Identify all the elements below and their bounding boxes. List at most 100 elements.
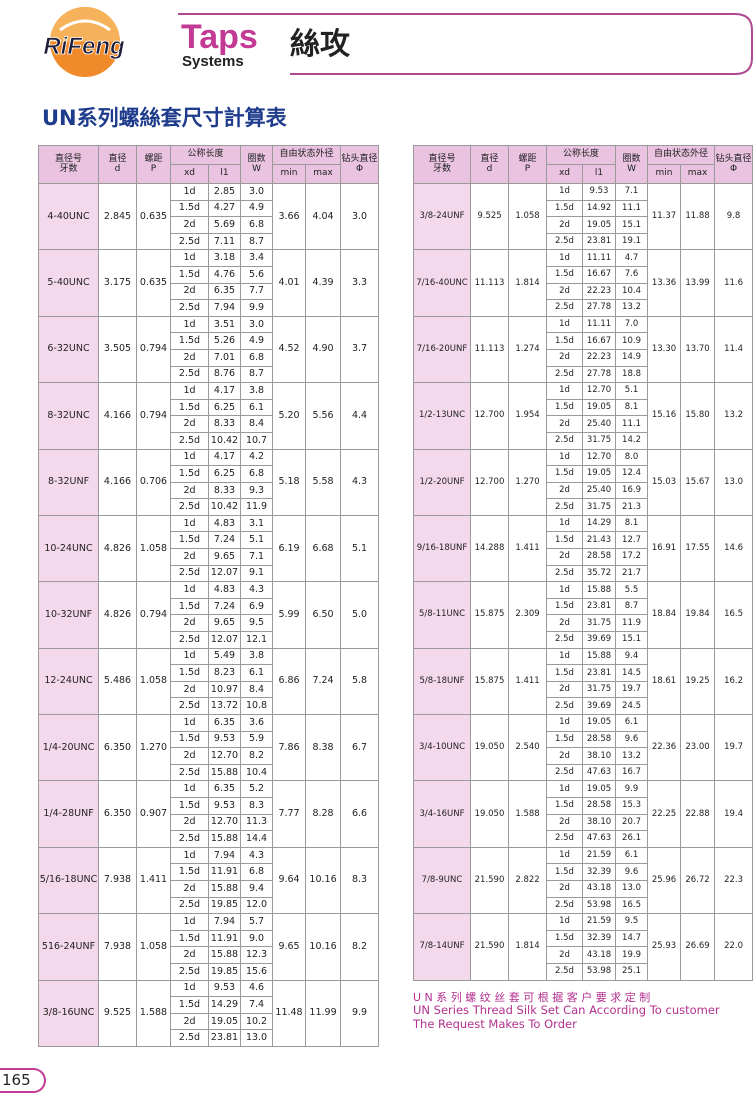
length-multiple: 2d xyxy=(170,348,209,367)
coils: 20.7 xyxy=(615,813,649,832)
pitch: 2.822 xyxy=(508,846,547,915)
length: 12.70 xyxy=(581,382,617,400)
pitch: 1.274 xyxy=(508,315,547,384)
od-min: 18.84 xyxy=(647,581,682,649)
length: 21.59 xyxy=(581,913,617,931)
length-multiple: 1.5d xyxy=(546,265,583,284)
length-multiple: 1.5d xyxy=(170,465,209,483)
data-row: 2.5d 8.76 8.7 xyxy=(39,365,379,384)
length-multiple: 1.5d xyxy=(170,664,209,682)
length-multiple: 2.5d xyxy=(546,498,583,516)
od-min: 25.96 xyxy=(647,846,682,915)
od-max: 10.16 xyxy=(305,846,342,915)
od-max: 4.90 xyxy=(305,315,342,384)
length-multiple: 1d xyxy=(170,913,209,931)
length: 19.05 xyxy=(581,465,617,483)
length: 38.10 xyxy=(581,747,617,765)
length: 7.94 xyxy=(207,846,242,865)
coils: 9.5 xyxy=(615,913,649,931)
od-max: 8.28 xyxy=(305,780,342,848)
length: 32.39 xyxy=(581,863,617,881)
length-multiple: 1d xyxy=(170,315,209,334)
pitch: 2.540 xyxy=(508,713,547,782)
pitch: 1.270 xyxy=(508,448,547,516)
data-row: 2.5d 15.88 10.4 xyxy=(39,763,379,782)
length-multiple: 2d xyxy=(170,813,209,832)
coils: 9.5 xyxy=(240,614,274,633)
thread-size: 1/4-28UNF xyxy=(38,780,99,848)
length-multiple: 2d xyxy=(170,747,209,765)
length-multiple: 2.5d xyxy=(170,830,209,848)
length: 6.35 xyxy=(207,282,242,301)
pitch: 1.411 xyxy=(136,846,171,915)
length-multiple: 1d xyxy=(546,647,583,666)
od-min: 22.25 xyxy=(647,780,682,848)
data-row: 2.5d 27.78 13.2 xyxy=(414,299,753,317)
pitch: 1.411 xyxy=(508,514,547,583)
diameter: 4.826 xyxy=(98,514,137,583)
length-multiple: 1.5d xyxy=(170,996,209,1014)
od-max: 11.99 xyxy=(305,979,342,1047)
coils: 15.6 xyxy=(240,962,274,981)
header-cell: 自由状态外径 xyxy=(272,145,342,165)
data-row: 2.5d 15.88 14.4 xyxy=(39,830,379,848)
thread-size: 12-24UNC xyxy=(38,647,99,716)
coils: 13.0 xyxy=(615,879,649,898)
note: UN Series Thread Silk Set Can According … xyxy=(413,1003,720,1017)
length: 38.10 xyxy=(581,813,617,832)
header-line: 牙数 xyxy=(59,163,78,174)
header-cell: 直径 d xyxy=(98,145,137,184)
diameter: 3.175 xyxy=(98,249,137,317)
drill-diameter: 9.9 xyxy=(340,979,380,1047)
thread-size: 5/8-11UNC xyxy=(413,581,471,649)
length-multiple: 2d xyxy=(546,415,583,433)
length: 35.72 xyxy=(581,564,617,583)
data-row: 1.5d 11.91 9.0 xyxy=(39,929,379,948)
length-multiple: 1d xyxy=(170,382,209,400)
header-line: P xyxy=(524,163,531,174)
length: 19.05 xyxy=(581,216,617,234)
page-number: 165 xyxy=(2,1071,31,1089)
length: 43.18 xyxy=(581,879,617,898)
length: 28.58 xyxy=(581,796,617,815)
drill-diameter: 19.7 xyxy=(714,713,754,782)
coils: 5.9 xyxy=(240,730,274,749)
length: 19.05 xyxy=(581,398,617,417)
length: 12.70 xyxy=(207,813,242,832)
thread-size: 10-24UNC xyxy=(38,514,99,583)
length: 8.33 xyxy=(207,481,242,500)
length: 9.65 xyxy=(207,548,242,566)
length: 8.33 xyxy=(207,415,242,433)
coils: 10.4 xyxy=(615,282,649,301)
length: 23.81 xyxy=(581,597,617,616)
data-row: 2.5d 12.07 9.1 xyxy=(39,564,379,583)
thread-size: 9/16-18UNF xyxy=(413,514,471,583)
coils: 8.7 xyxy=(615,597,649,616)
coils: 3.4 xyxy=(240,249,274,267)
od-min: 7.86 xyxy=(272,713,307,782)
length-multiple: 1d xyxy=(170,514,209,533)
diameter: 7.938 xyxy=(98,913,137,981)
length: 14.92 xyxy=(581,199,617,218)
data-row: 1.5d 6.25 6.8 xyxy=(39,465,379,483)
length-multiple: 2.5d xyxy=(546,830,583,848)
length-multiple: 2.5d xyxy=(170,697,209,715)
length: 4.83 xyxy=(207,514,242,533)
header-line: 钻头直径 xyxy=(341,154,378,165)
data-row: 2d 43.18 19.9 xyxy=(414,946,753,964)
length-multiple: 1d xyxy=(170,581,209,599)
drill-diameter: 22.3 xyxy=(714,846,754,915)
header-cell: 圈数 W xyxy=(615,145,649,184)
diameter: 6.350 xyxy=(98,713,137,782)
length-multiple: 2.5d xyxy=(170,564,209,583)
length-multiple: 2.5d xyxy=(546,232,583,251)
header-cell: 圈数 W xyxy=(240,145,274,184)
od-min: 11.48 xyxy=(272,979,307,1047)
coils: 6.1 xyxy=(240,664,274,682)
length: 31.75 xyxy=(581,431,617,450)
length-multiple: 2d xyxy=(170,1012,209,1031)
length-multiple: 1.5d xyxy=(170,332,209,350)
length-multiple: 1d xyxy=(170,183,209,201)
header-frame xyxy=(178,13,753,75)
data-row: 1.5d 7.24 5.1 xyxy=(39,531,379,550)
